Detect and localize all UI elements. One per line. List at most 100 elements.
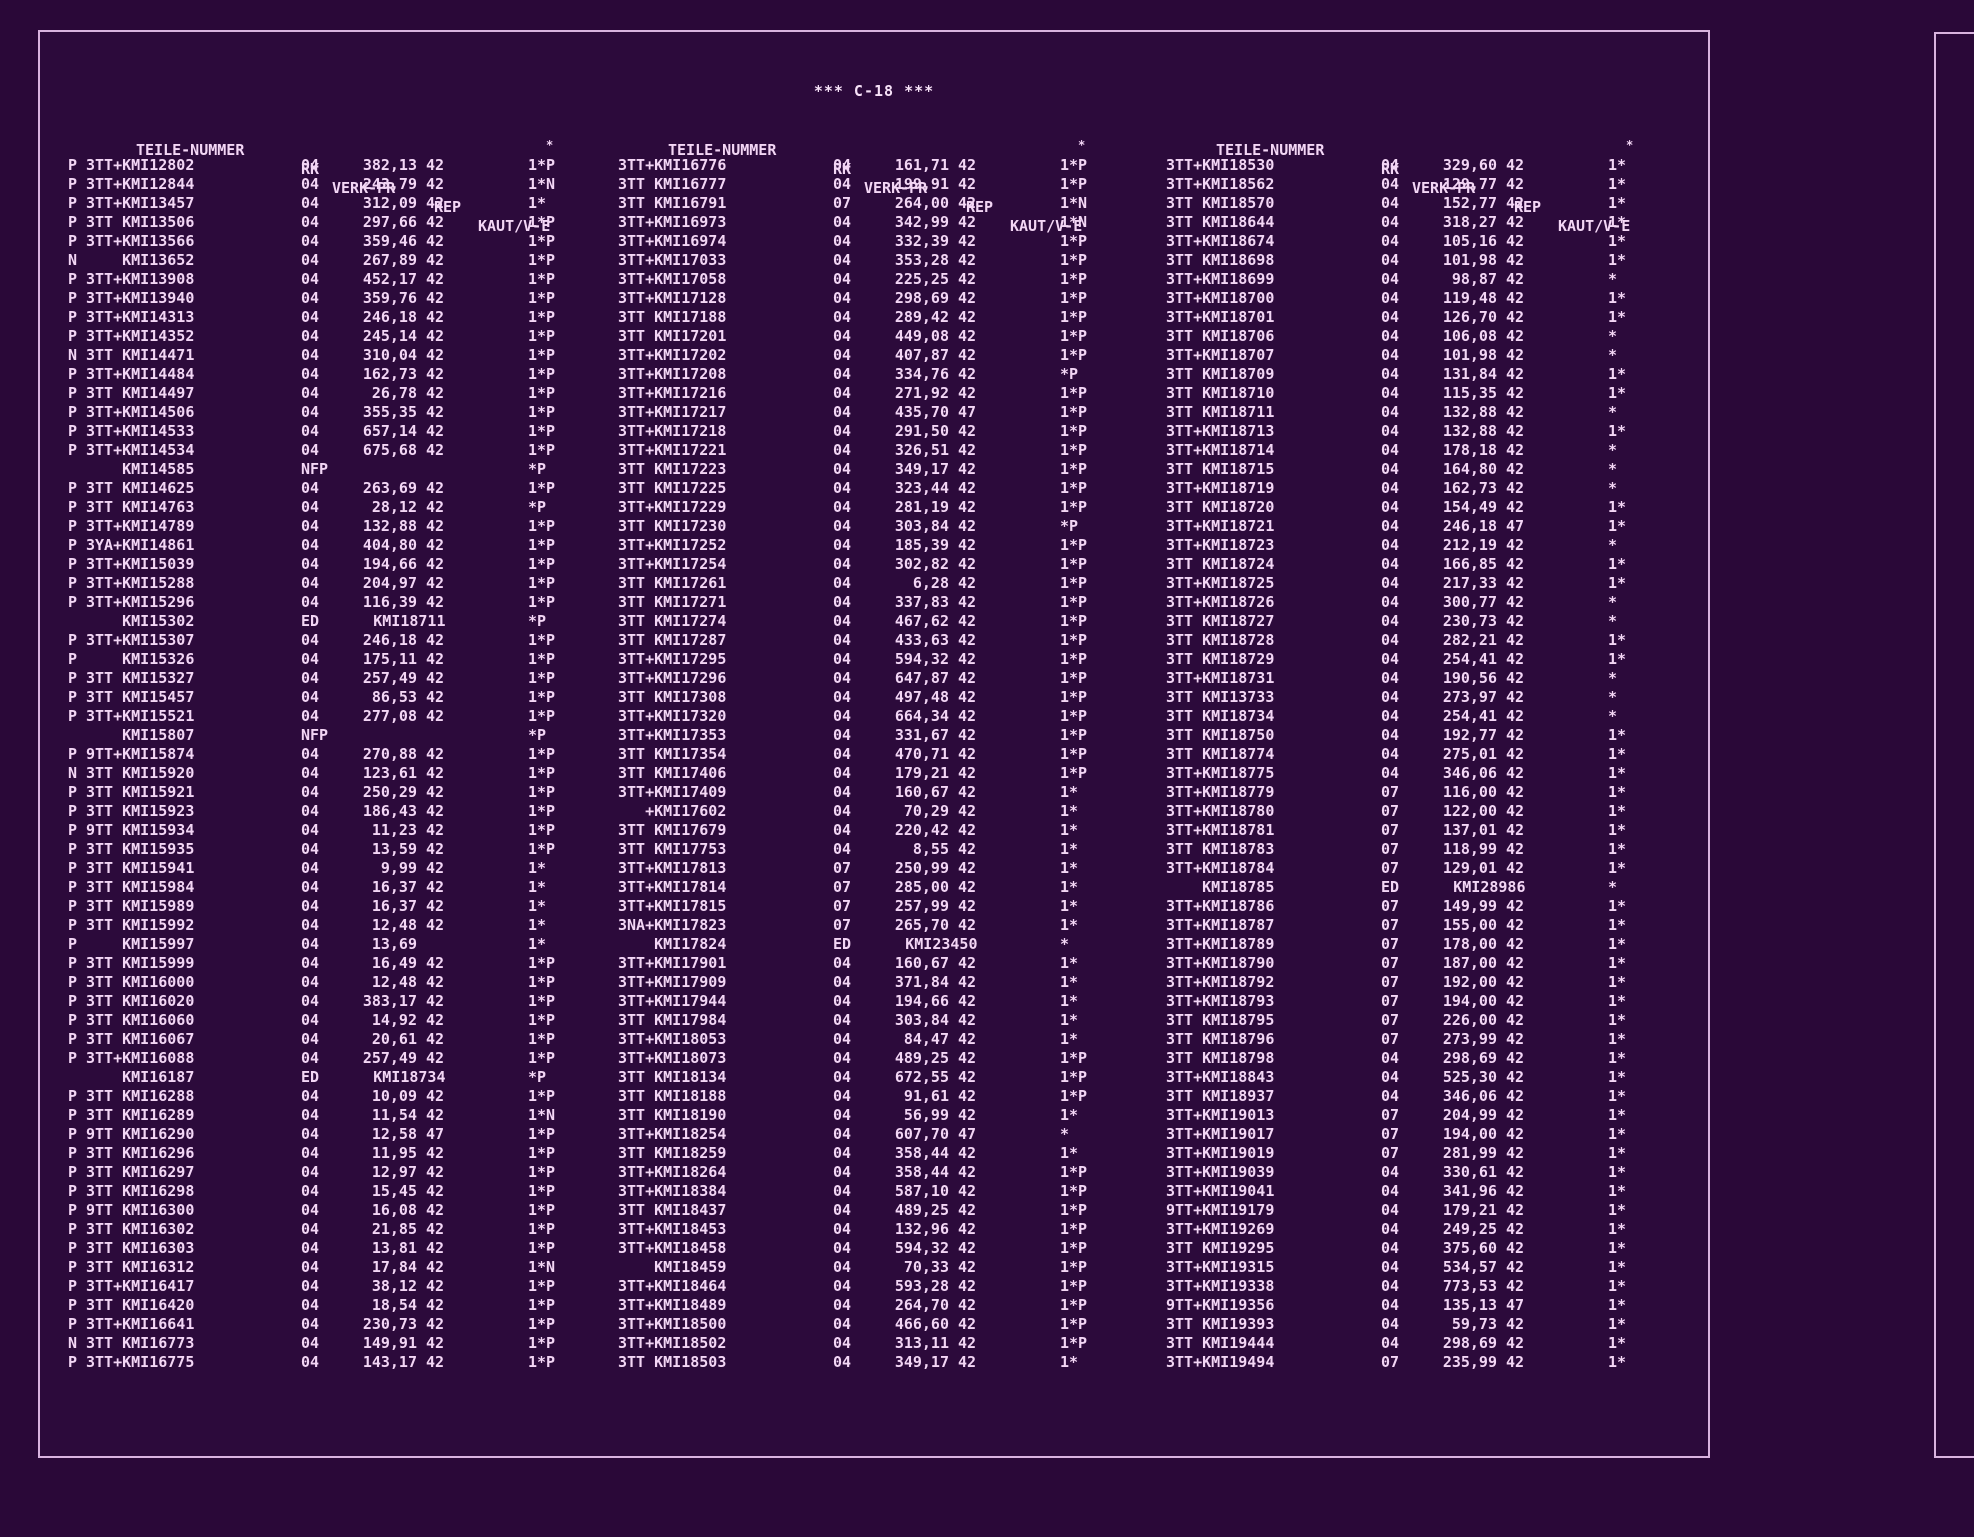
row-part-number: 3TT KMI15923 [86,802,195,820]
row-rk: 04 [833,593,852,611]
row-price: 525,30 [1442,1068,1497,1086]
row-flag: * [1608,688,1618,706]
row-rk: 07 [833,859,852,877]
row-code: P [68,194,78,212]
row-code: P [68,745,78,763]
row-rk: 04 [833,1163,852,1181]
row-price: 285,00 [894,878,949,896]
row-rk: 04 [833,327,852,345]
row-flag: 1* [1060,840,1079,858]
row-code: P [68,384,78,402]
row-rep: 42 [426,308,445,326]
row-flag: * [1608,270,1618,288]
row-rep: 42 [426,232,445,250]
row-flag: 1*P [528,1144,556,1162]
row-rep: 42 [426,688,445,706]
table-row: KMI18459 04 70,33 42 1*P [600,1258,1120,1277]
row-flag: 1* [1608,1277,1627,1295]
row-rep: 42 [1506,1334,1525,1352]
row-price: 298,69 [1442,1334,1497,1352]
header-part-number: TEILE-NUMMER [668,141,777,159]
row-part-number: 3TT KMI18259 [618,1144,727,1162]
row-flag: 1* [1608,764,1627,782]
row-rep: 42 [958,859,977,877]
table-row: 3TT KMI16791 07 264,00 42 1*N [600,194,1120,213]
row-part-number: 3TT KMI17984 [618,1011,727,1029]
row-flag: 1* [1060,973,1079,991]
row-price: 273,97 [1442,688,1497,706]
row-part-number: KMI15302 [86,612,195,630]
row-rep: 42 [958,346,977,364]
row-flag: 1* [1608,1334,1627,1352]
row-rep: 42 [958,175,977,193]
row-rk: 04 [301,935,320,953]
row-rep: 42 [958,270,977,288]
row-code: P [68,1277,78,1295]
row-part-number: 3TT+KMI19039 [1166,1163,1275,1181]
row-rep: 42 [1506,365,1525,383]
adjacent-page-frame [1934,32,1974,1458]
row-rk: 04 [833,289,852,307]
row-flag: 1*P [528,973,556,991]
table-row: P 3TT+KMI14506 04 355,35 42 1*P [68,403,588,422]
row-part-number: 3TT+KMI18790 [1166,954,1275,972]
row-price: 123,61 [362,764,417,782]
row-flag: 1*P [528,764,556,782]
row-rk: 04 [833,1087,852,1105]
row-rep: 42 [958,156,977,174]
row-rk: 07 [1381,935,1400,953]
row-part-number: 3TT+KMI13940 [86,289,195,307]
row-flag: 1* [1608,1315,1627,1333]
row-part-number: 3TT KMI17261 [618,574,727,592]
row-rk: 04 [833,802,852,820]
row-rk: 04 [833,954,852,972]
row-price: 675,68 [362,441,417,459]
row-rk: 04 [833,1011,852,1029]
row-part-number: 3TT KMI17271 [618,593,727,611]
row-rk: 04 [301,422,320,440]
row-rk: 04 [301,1144,320,1162]
row-rep: 42 [426,403,445,421]
row-part-number: 3TT KMI18937 [1166,1087,1275,1105]
row-rk: 04 [833,555,852,573]
row-code: P [68,232,78,250]
row-part-number: 3TT KMI16302 [86,1220,195,1238]
row-rep: 42 [1506,631,1525,649]
row-price: 12,48 [371,973,417,991]
row-rk: 04 [301,878,320,896]
row-code: P [68,992,78,1010]
row-flag: 1*P [1060,1201,1088,1219]
row-part-number: 3TT+KMI18073 [618,1049,727,1067]
row-flag: 1* [528,859,547,877]
row-price: 160,67 [894,783,949,801]
row-price: 192,77 [1442,726,1497,744]
row-code: P [68,498,78,516]
row-part-number: 3TT+KMI18725 [1166,574,1275,592]
row-part-number: 3TT KMI17354 [618,745,727,763]
table-row: 3TT+KMI18264 04 358,44 42 1*P [600,1163,1120,1182]
row-rk: 04 [301,441,320,459]
row-rk: 04 [301,1201,320,1219]
row-price: 346,06 [1442,764,1497,782]
row-code: P [68,175,78,193]
row-code: P [68,517,78,535]
row-rep: 42 [426,821,445,839]
table-row: P 3TT KMI15984 04 16,37 42 1* [68,878,588,897]
row-price: 226,00 [1442,1011,1497,1029]
row-flag: 1*P [528,1315,556,1333]
row-part-number: KMI13652 [86,251,195,269]
row-rk: 04 [1381,1296,1400,1314]
row-flag: 1* [1608,194,1627,212]
row-rk: 04 [1381,593,1400,611]
row-code: P [68,1144,78,1162]
row-part-number: 3TT KMI18570 [1166,194,1275,212]
row-part-number: 3TT+KMI18701 [1166,308,1275,326]
row-price: 310,04 [362,346,417,364]
row-part-number: 3TT KMI15920 [86,764,195,782]
row-flag: 1*P [1060,1258,1088,1276]
row-flag: 1*P [528,707,556,725]
table-row: P 3TT+KMI14352 04 245,14 42 1*P [68,327,588,346]
row-rep: 42 [958,1068,977,1086]
row-rep: 42 [1506,1144,1525,1162]
table-row: P 3TT KMI16020 04 383,17 42 1*P [68,992,588,1011]
